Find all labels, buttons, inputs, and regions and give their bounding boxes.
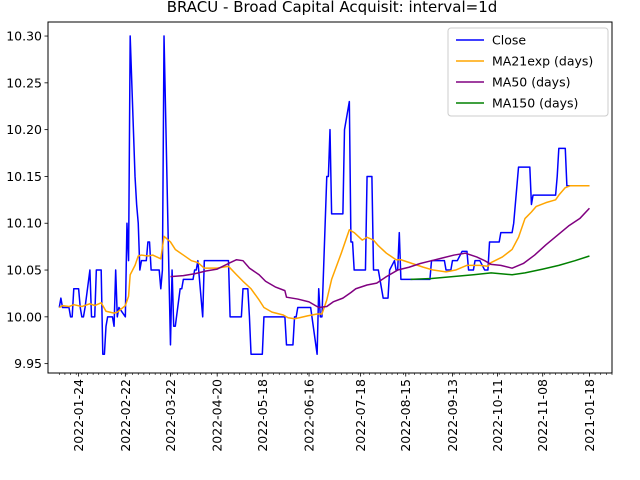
y-tick-label: 9.95 [14,356,42,371]
y-tick-label: 10.25 [6,75,42,90]
legend-box [447,27,609,117]
legend-entry: MA150 (days) [492,96,578,111]
legend-entry: Close [492,33,526,48]
legend-entry: MA21exp (days) [492,54,593,69]
legend: Close MA21exp (days) MA50 (days) MA150 (day… [447,27,609,117]
x-tick-label: 2021-01-18 [582,379,597,452]
x-tick-label: 2022-07-18 [353,379,368,452]
x-tick-label: 2022-01-24 [71,379,86,452]
series-line-ma50-days [170,207,590,309]
x-tick-label: 2022-08-15 [398,379,413,452]
y-tick-label: 10.30 [6,29,42,44]
series-layer [58,35,590,356]
x-tick-label: 2022-06-16 [302,379,317,452]
y-tick-label: 10.20 [6,122,42,137]
x-tick-label: 2022-04-20 [210,379,225,452]
x-tick-label: 2022-03-22 [163,379,178,452]
legend-entry: MA50 (days) [492,75,570,90]
series-line-close [58,35,590,356]
y-tick-label: 10.15 [6,169,42,184]
series-line-ma150-days [410,255,590,281]
x-tick-label: 2022-09-13 [445,379,460,452]
y-tick-label: 10.00 [6,309,42,324]
x-tick-label: 2022-05-18 [255,379,270,452]
y-axis: 9.95 10.00 10.05 10.10 10.15 10.20 10.25 10.30 [6,29,48,371]
chart-title: BRACU - Broad Capital Acquisit: interval… [167,0,498,16]
x-tick-label: 2022-02-22 [118,379,133,452]
y-tick-label: 10.05 [6,263,42,278]
x-axis: 2022-01-24 2022-02-22 2022-03-22 2022-04-20… [58,373,613,452]
x-tick-label: 2022-10-11 [490,379,505,452]
x-tick-label: 2022-11-08 [535,379,550,452]
y-tick-label: 10.10 [6,216,42,231]
